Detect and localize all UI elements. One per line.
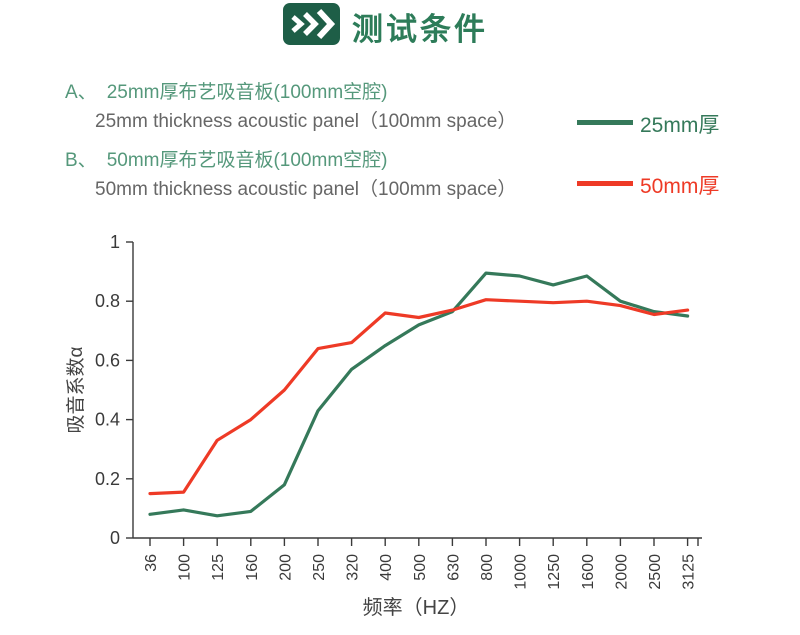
triple-chevron-right-icon: [283, 3, 340, 45]
svg-text:125: 125: [210, 554, 227, 581]
svg-text:250: 250: [311, 554, 328, 581]
chart-svg: 0 0.2 0.4 0.6 0.8 1 36 100 125 160 200 250 320 400 500…: [65, 232, 702, 619]
svg-text:频率（HZ）: 频率（HZ）: [363, 596, 470, 619]
svg-text:1: 1: [110, 232, 120, 252]
svg-text:630: 630: [445, 554, 462, 581]
svg-text:400: 400: [378, 554, 395, 581]
condition-b-english: 50mm thickness acoustic panel（100mm spac…: [95, 179, 517, 200]
svg-text:800: 800: [479, 554, 496, 581]
svg-text:2000: 2000: [613, 554, 630, 590]
condition-a-prefix: A、: [65, 82, 97, 103]
svg-text:320: 320: [345, 554, 362, 581]
svg-text:0.8: 0.8: [95, 291, 120, 311]
condition-a-chinese: A、 25mm厚布艺吸音板(100mm空腔): [65, 77, 625, 104]
svg-text:0.2: 0.2: [95, 469, 120, 489]
legend-label-50mm: 50mm厚: [640, 175, 720, 198]
svg-text:0.6: 0.6: [95, 350, 120, 370]
legend-label-25mm: 25mm厚: [640, 114, 720, 137]
svg-text:3125: 3125: [681, 554, 698, 590]
condition-b-zh-text: 50mm厚布艺吸音板(100mm空腔): [106, 150, 388, 171]
condition-b-prefix: B、: [65, 150, 97, 171]
svg-text:0.4: 0.4: [95, 410, 120, 430]
svg-text:36: 36: [143, 554, 160, 572]
condition-a-english: 25mm thickness acoustic panel（100mm spac…: [95, 111, 517, 132]
svg-text:2500: 2500: [647, 554, 664, 590]
legend-swatch-25mm: [577, 120, 633, 125]
svg-text:1600: 1600: [580, 554, 597, 590]
absorption-coefficient-chart: 0 0.2 0.4 0.6 0.8 1 36 100 125 160 200 250 320 400 500…: [60, 232, 720, 630]
page-title: 测试条件: [352, 12, 488, 47]
svg-text:吸音系数α: 吸音系数α: [65, 346, 87, 433]
condition-item-b: B、 50mm厚布艺吸音板(100mm空腔) 50mm thickness aco…: [65, 145, 625, 201]
condition-a-zh-text: 25mm厚布艺吸音板(100mm空腔): [106, 82, 388, 103]
svg-text:200: 200: [277, 554, 294, 581]
svg-text:0: 0: [110, 528, 120, 548]
svg-text:500: 500: [412, 554, 429, 581]
svg-text:100: 100: [177, 554, 194, 581]
condition-item-a: A、 25mm厚布艺吸音板(100mm空腔) 25mm thickness aco…: [65, 77, 625, 133]
svg-text:1000: 1000: [513, 554, 530, 590]
svg-text:160: 160: [244, 554, 261, 581]
condition-b-chinese: B、 50mm厚布艺吸音板(100mm空腔): [65, 145, 625, 172]
legend-swatch-50mm: [577, 181, 633, 186]
svg-text:1250: 1250: [546, 554, 563, 590]
